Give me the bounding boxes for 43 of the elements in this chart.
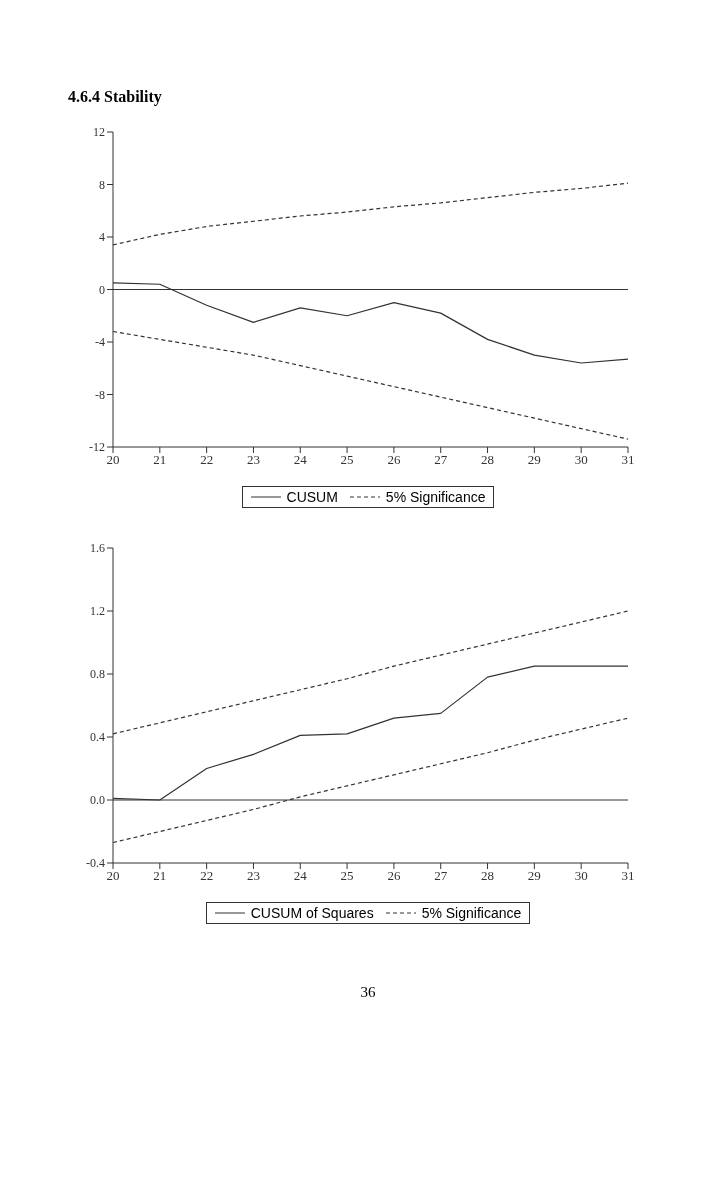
y-tick-label: -4 (95, 335, 105, 350)
y-tick-label: 0.0 (90, 793, 105, 808)
x-tick-label: 22 (200, 452, 214, 468)
y-tick-label: 0 (99, 282, 105, 297)
x-tick-label: 26 (387, 868, 401, 884)
legend-label: CUSUM (286, 489, 338, 505)
x-tick-label: 31 (621, 452, 635, 468)
x-tick-label: 31 (621, 868, 635, 884)
x-tick-label: 24 (293, 868, 308, 884)
x-tick-label: 25 (340, 868, 354, 884)
chart-title: 4.6.4 Stability (68, 88, 163, 106)
x-tick-label: 23 (246, 452, 260, 468)
legend-label: 5% Significance (421, 905, 522, 921)
x-tick-label: 21 (153, 868, 167, 884)
x-tick-label: 20 (106, 452, 120, 468)
x-tick-label: 26 (387, 452, 401, 468)
legend-label: 5% Significance (385, 489, 486, 505)
x-tick-label: 23 (246, 868, 260, 884)
x-tick-label: 28 (481, 868, 495, 884)
y-tick-label: 4 (99, 230, 105, 245)
x-tick-label: 29 (527, 868, 541, 884)
y-tick-label: 1.2 (90, 604, 105, 619)
x-tick-label: 21 (153, 452, 167, 468)
y-tick-label: -12 (89, 440, 105, 455)
x-tick-label: 30 (574, 452, 588, 468)
y-tick-label: 1.6 (90, 541, 105, 556)
x-tick-label: 25 (340, 452, 354, 468)
y-tick-label: -0.4 (86, 856, 105, 871)
x-tick-label: 29 (527, 452, 541, 468)
x-tick-label: 20 (106, 868, 120, 884)
y-tick-label: -8 (95, 387, 105, 402)
text: 36 (359, 984, 377, 1001)
x-tick-label: 22 (200, 868, 214, 884)
y-tick-label: 0.8 (90, 667, 105, 682)
x-tick-label: 24 (293, 452, 308, 468)
x-tick-label: 28 (481, 452, 495, 468)
x-tick-label: 30 (574, 868, 588, 884)
x-tick-label: 27 (434, 868, 448, 884)
x-tick-label: 27 (434, 452, 448, 468)
y-tick-label: 12 (93, 125, 105, 140)
legend-label: CUSUM of Squares (250, 905, 374, 921)
y-tick-label: 0.4 (90, 730, 105, 745)
y-tick-label: 8 (99, 177, 105, 192)
